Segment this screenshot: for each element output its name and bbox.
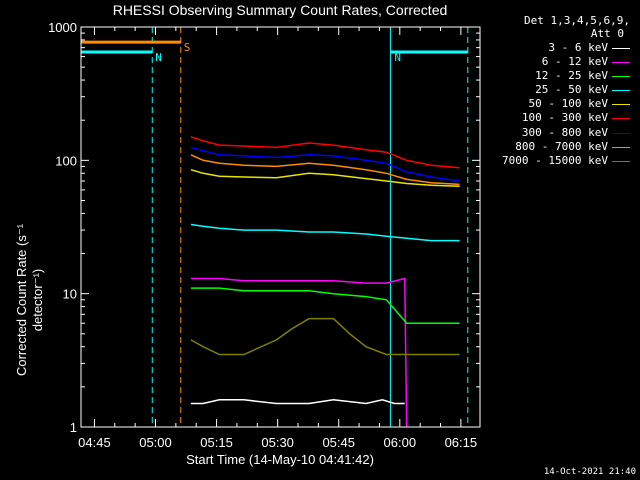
legend-entry: 300 - 800 keV [484, 126, 634, 140]
series-line [190, 277, 408, 428]
legend-entry: 3 - 6 keV [484, 41, 634, 55]
annotation-label: N [394, 51, 401, 64]
legend-entry: 25 - 50 keV [484, 83, 634, 97]
annotation-label: S [184, 41, 191, 54]
series-line [190, 154, 460, 186]
legend: 3 - 6 keV 6 - 12 keV 12 - 25 keV 25 - 50… [484, 41, 634, 168]
annotation-label: N [155, 51, 162, 64]
series-line [190, 223, 460, 242]
footer-timestamp: 14-Oct-2021 21:40 [543, 467, 636, 477]
legend-label: 7000 - 15000 keV [502, 153, 608, 167]
detector-label: Det 1,3,4,5,6,9, [524, 14, 630, 27]
legend-label: 3 - 6 keV [548, 41, 608, 54]
x-tick-label: 05:15 [200, 435, 233, 450]
series-line [190, 146, 460, 182]
y-axis-label: Corrected Count Rate (s⁻¹ detector⁻¹) [14, 223, 45, 377]
legend-entry: 7000 - 15000 keV [484, 154, 634, 168]
plot-frame [80, 26, 481, 428]
y-tick-label: 100 [55, 153, 77, 168]
legend-entry: 6 - 12 keV [484, 55, 634, 69]
legend-swatch [612, 118, 630, 120]
legend-label: 100 - 300 keV [521, 111, 608, 125]
legend-label: 300 - 800 keV [521, 125, 608, 139]
legend-entry: 12 - 25 keV [484, 69, 634, 83]
legend-label: 800 - 7000 keV [515, 139, 608, 153]
series-line [190, 136, 460, 169]
legend-entry: 100 - 300 keV [484, 111, 634, 125]
axes-layer: 1 10 100 1000 04:45 05:00 05:15 05:30 05:45 06:00… [48, 20, 480, 450]
x-tick-label: 05:00 [139, 435, 172, 450]
y-tick-label: 1 [70, 420, 77, 435]
legend-swatch [612, 160, 630, 162]
y-tick-label: 1000 [48, 20, 77, 35]
legend-label: 12 - 25 keV [535, 69, 608, 83]
x-tick-label: 05:45 [322, 435, 355, 450]
legend-label: 6 - 12 keV [541, 55, 608, 69]
attenuator-label: Att 0 [590, 27, 624, 40]
legend-label: 25 - 50 keV [535, 83, 608, 97]
series-line [190, 168, 460, 187]
x-tick-label: 04:45 [78, 435, 111, 450]
legend-swatch [612, 90, 630, 92]
x-axis-label: Start Time (14-May-10 04:41:42) [186, 452, 374, 467]
series-line [190, 399, 405, 405]
legend-swatch [612, 104, 630, 106]
chart-title: RHESSI Observing Summary Count Rates, Co… [112, 2, 448, 18]
legend-swatch [612, 48, 630, 49]
legend-entry: 800 - 7000 keV [484, 140, 634, 154]
series-line [190, 287, 460, 324]
legend-swatch [612, 62, 630, 64]
series-line [190, 317, 460, 356]
plot-layer: N NS [81, 27, 469, 428]
x-tick-label: 06:00 [384, 435, 417, 450]
legend-swatch [612, 76, 630, 78]
legend-label: 50 - 100 keV [528, 97, 608, 111]
y-tick-label: 10 [63, 287, 77, 302]
legend-entry: 50 - 100 keV [484, 97, 634, 111]
legend-swatch [612, 132, 630, 134]
x-tick-label: 05:30 [261, 435, 294, 450]
x-tick-label: 06:15 [445, 435, 478, 450]
legend-swatch [612, 146, 630, 148]
